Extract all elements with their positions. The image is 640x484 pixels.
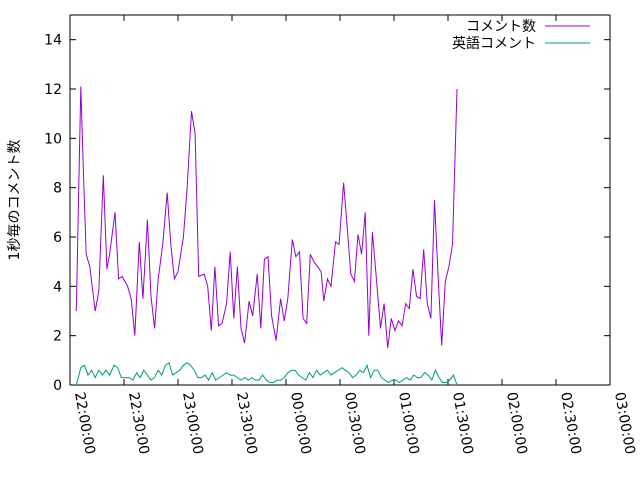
x-tick-label: 23:00:00 xyxy=(179,391,206,456)
x-tick-label: 22:00:00 xyxy=(71,391,98,456)
x-tick-label: 02:30:00 xyxy=(557,391,584,456)
y-axis-label: 1秒毎のコメント数 xyxy=(7,140,23,261)
y-tick-label: 10 xyxy=(44,131,62,147)
y-tick-label: 14 xyxy=(44,33,62,49)
y-tick-label: 2 xyxy=(53,329,62,345)
series-line-1 xyxy=(75,361,458,386)
y-tick-label: 4 xyxy=(53,279,62,295)
legend-label: コメント数 xyxy=(466,19,536,35)
series-line-0 xyxy=(75,86,458,349)
x-tick-label: 00:30:00 xyxy=(341,391,368,456)
y-tick-label: 8 xyxy=(53,181,62,197)
y-tick-label: 12 xyxy=(44,82,62,98)
x-tick-label: 03:00:00 xyxy=(611,391,638,456)
x-tick-label: 02:00:00 xyxy=(503,391,530,456)
x-tick-label: 23:30:00 xyxy=(233,391,260,456)
y-tick-label: 6 xyxy=(53,230,62,246)
legend-label: 英語コメント xyxy=(452,35,536,52)
y-tick-label: 0 xyxy=(53,378,62,394)
x-tick-label: 22:30:00 xyxy=(125,391,152,456)
x-tick-label: 00:00:00 xyxy=(287,391,314,456)
plot-frame xyxy=(69,14,611,386)
x-tick-label: 01:30:00 xyxy=(449,391,476,456)
x-tick-label: 01:00:00 xyxy=(395,391,422,456)
